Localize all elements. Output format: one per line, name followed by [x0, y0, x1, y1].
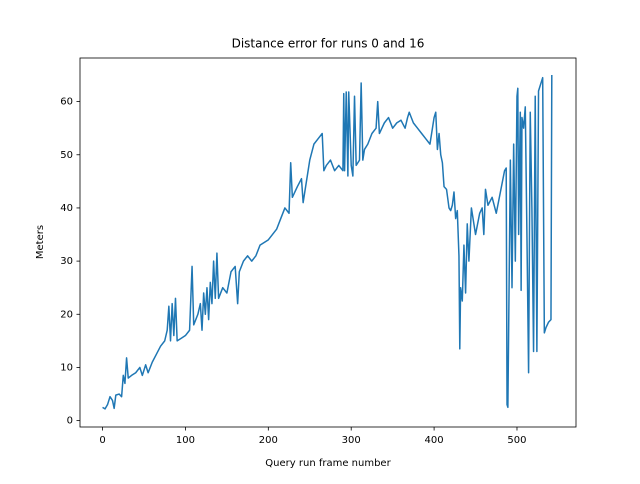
x-tick-label: 200 — [259, 435, 278, 446]
data-line — [102, 75, 553, 410]
y-tick-label: 50 — [60, 150, 73, 161]
x-tick-label: 500 — [507, 435, 526, 446]
y-tick-label: 40 — [60, 203, 73, 214]
y-tick-label: 0 — [67, 416, 73, 427]
x-tick-label: 400 — [425, 435, 444, 446]
x-tick-label: 0 — [99, 435, 105, 446]
y-axis-label: Meters — [35, 225, 46, 259]
y-tick-label: 20 — [60, 309, 73, 320]
x-axis-label: Query run frame number — [265, 458, 391, 469]
x-tick-label: 100 — [176, 435, 195, 446]
chart-title: Distance error for runs 0 and 16 — [232, 37, 425, 51]
y-tick-label: 60 — [60, 97, 73, 108]
axes-frame — [79, 57, 577, 428]
y-tick-label: 10 — [60, 362, 73, 373]
x-tick-label: 300 — [342, 435, 361, 446]
y-tick-label: 30 — [60, 256, 73, 267]
